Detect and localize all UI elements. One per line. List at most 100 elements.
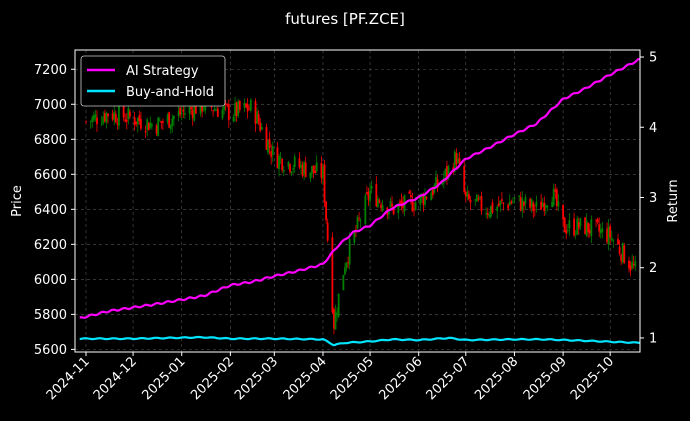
- candle-body: [293, 156, 296, 168]
- candle-body: [568, 220, 571, 229]
- candle-body: [276, 147, 279, 169]
- candle-body: [369, 190, 371, 201]
- candle-body: [469, 199, 472, 203]
- candle-body: [193, 104, 196, 121]
- candle-body: [100, 123, 103, 125]
- candle-body: [256, 111, 258, 124]
- candle-body: [103, 113, 106, 122]
- candle-body: [215, 110, 218, 112]
- candle-body: [270, 151, 273, 157]
- candle-body: [435, 176, 437, 188]
- candle-body: [226, 103, 229, 106]
- candle-body: [623, 245, 626, 264]
- candle-body: [595, 219, 597, 221]
- candle-body: [496, 206, 499, 211]
- y-tick-label-right: 3: [649, 191, 657, 206]
- candle-body: [453, 151, 456, 172]
- candle-body: [309, 172, 312, 179]
- candle-body: [177, 111, 180, 117]
- candle-body: [85, 121, 87, 123]
- candle-body: [151, 124, 153, 127]
- y-tick-label-left: 7200: [34, 63, 67, 78]
- candle-body: [474, 199, 477, 201]
- y-tick-label-left: 6800: [34, 133, 67, 148]
- candle-body: [356, 216, 359, 229]
- candle-body: [168, 112, 171, 128]
- candle-body: [180, 113, 183, 114]
- candle-body: [146, 119, 149, 130]
- y-tick-label-right: 4: [649, 121, 657, 136]
- plot-frame: [74, 49, 641, 353]
- candle-body: [169, 124, 172, 130]
- candle-body: [491, 202, 494, 213]
- candle-body: [367, 192, 370, 200]
- candle-body: [463, 166, 466, 192]
- candle-body: [282, 169, 285, 172]
- candle-body: [243, 102, 246, 108]
- candle-body: [381, 205, 384, 211]
- candle-body: [458, 158, 461, 164]
- candle-body: [392, 206, 395, 215]
- candle-body: [268, 139, 271, 148]
- series-line-ai-strategy: [79, 57, 640, 319]
- y-ticks-left: 5600 5800 6000 6200 6400 6600 6800 7000 7200: [34, 63, 75, 358]
- candle-body: [530, 199, 533, 207]
- candle-body: [424, 194, 426, 205]
- candle-body: [281, 159, 284, 171]
- candle-body: [387, 210, 390, 215]
- candle-body: [584, 217, 586, 235]
- candle-body: [375, 184, 378, 207]
- candle-body: [227, 104, 230, 121]
- candle-body: [136, 117, 139, 125]
- candle-body: [342, 274, 345, 291]
- candle-body: [544, 205, 547, 208]
- candle-body: [311, 165, 313, 174]
- candle-body: [124, 119, 127, 122]
- candle-body: [444, 168, 447, 177]
- candle-body: [475, 194, 478, 202]
- candle-body: [147, 122, 150, 131]
- candle-body: [380, 204, 382, 208]
- candle-body: [279, 157, 282, 159]
- candle-body: [259, 122, 262, 131]
- candle-body: [562, 204, 564, 220]
- candle-body: [579, 218, 582, 227]
- candle-body: [524, 197, 527, 204]
- candle-body: [94, 114, 97, 118]
- candle-body: [468, 193, 470, 200]
- candle-body: [102, 116, 105, 124]
- candle-body: [455, 153, 458, 165]
- candle-body: [546, 206, 549, 208]
- candle-body: [278, 155, 280, 170]
- candle-body: [312, 165, 315, 173]
- candle-body: [359, 220, 362, 222]
- candle-body: [323, 164, 326, 203]
- candle-body: [237, 101, 240, 116]
- candle-body: [408, 191, 411, 194]
- candle-body: [618, 246, 621, 254]
- candle-body: [348, 239, 351, 265]
- candlestick-series: [85, 92, 637, 335]
- candle-body: [596, 218, 599, 223]
- candle-body: [292, 168, 295, 170]
- legend-box: [80, 55, 226, 107]
- candle-body: [565, 230, 568, 234]
- candle-body: [447, 166, 450, 175]
- legend-label-ai-strategy: AI Strategy: [126, 64, 199, 79]
- candle-body: [535, 201, 538, 207]
- candle-body: [609, 226, 612, 238]
- candle-body: [183, 113, 186, 115]
- candle-body: [632, 263, 635, 266]
- candle-body: [629, 265, 632, 271]
- candle-body: [122, 103, 125, 118]
- candle-body: [245, 103, 247, 107]
- candle-body: [413, 208, 415, 211]
- y-tick-label-left: 6000: [34, 273, 67, 288]
- candle-body: [334, 311, 337, 330]
- chart-title: futures [PF.ZCE]: [285, 10, 405, 28]
- candle-body: [160, 121, 163, 123]
- candle-body: [260, 126, 263, 130]
- candle-body: [409, 195, 412, 198]
- candle-body: [129, 111, 131, 117]
- candle-body: [441, 181, 444, 185]
